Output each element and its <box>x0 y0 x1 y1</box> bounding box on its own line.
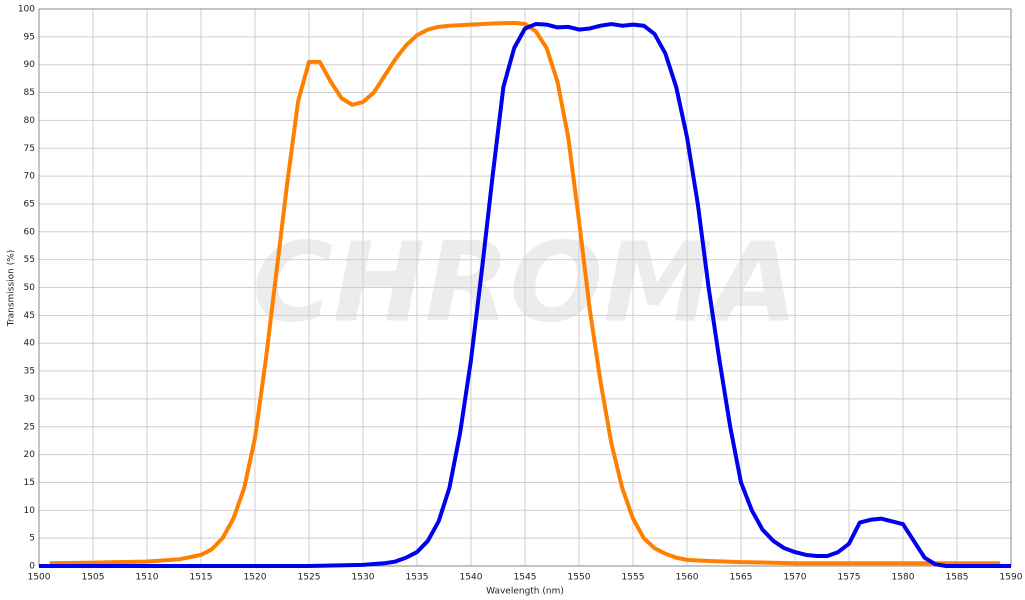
y-tick-label: 100 <box>18 5 35 15</box>
x-tick-label: 1590 <box>1000 573 1023 583</box>
x-tick-label: 1570 <box>784 573 807 583</box>
y-tick-label: 60 <box>24 227 36 237</box>
y-tick-label: 10 <box>24 506 36 516</box>
y-tick-label: 50 <box>24 283 36 293</box>
y-tick-label: 15 <box>24 478 35 488</box>
x-tick-label: 1575 <box>838 573 861 583</box>
series-line <box>49 20 1001 566</box>
plot-border <box>38 8 1012 567</box>
y-tick-label: 40 <box>24 339 36 349</box>
y-tick-label: 70 <box>24 172 36 182</box>
x-tick-label: 1500 <box>28 573 51 583</box>
y-tick-label: 85 <box>24 88 35 98</box>
x-tick-label: 1545 <box>514 573 537 583</box>
series-line <box>39 22 1011 568</box>
y-tick-label: 30 <box>24 394 36 404</box>
x-tick-label: 1560 <box>676 573 699 583</box>
y-tick-label: 20 <box>24 450 36 460</box>
x-tick-label: 1520 <box>244 573 267 583</box>
x-tick-label: 1580 <box>892 573 915 583</box>
x-tick-label: 1515 <box>190 573 213 583</box>
x-tick-label: 1510 <box>136 573 159 583</box>
x-tick-label: 1555 <box>622 573 645 583</box>
x-tick-label: 1535 <box>406 573 429 583</box>
y-axis-label: Transmission (%) <box>7 250 17 328</box>
x-tick-label: 1530 <box>352 573 375 583</box>
y-tick-label: 90 <box>24 60 36 70</box>
x-tick-label: 1585 <box>946 573 969 583</box>
x-tick-label: 1540 <box>460 573 483 583</box>
x-axis-label: Wavelength (nm) <box>486 587 564 597</box>
x-tick-label: 1505 <box>82 573 105 583</box>
y-tick-label: 75 <box>24 144 35 154</box>
y-tick-label: 25 <box>24 422 35 432</box>
x-tick-label: 1565 <box>730 573 753 583</box>
x-tick-label: 1550 <box>568 573 591 583</box>
y-tick-label: 55 <box>24 255 35 265</box>
y-tick-label: 95 <box>24 32 35 42</box>
x-tick-label: 1525 <box>298 573 321 583</box>
y-tick-label: 35 <box>24 367 35 377</box>
y-tick-label: 5 <box>29 534 35 544</box>
y-tick-label: 0 <box>29 562 35 572</box>
y-tick-label: 80 <box>24 116 36 126</box>
y-tick-label: 65 <box>24 199 35 209</box>
y-tick-label: 45 <box>24 311 35 321</box>
